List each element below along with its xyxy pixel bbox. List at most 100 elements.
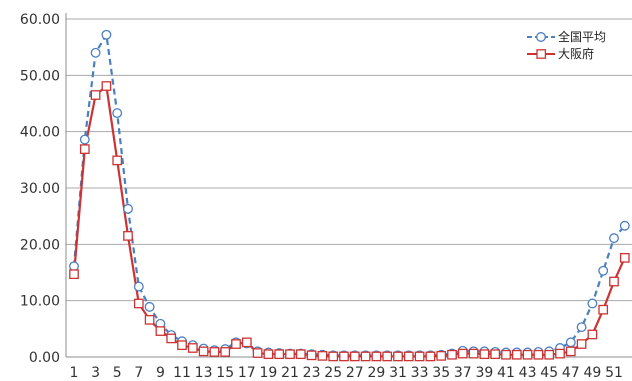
x-tick-label: 13 [195,365,213,381]
legend-label-0: 全国平均 [558,29,606,44]
series-1-point [565,346,576,357]
series-0-point [123,203,133,214]
x-tick-label: 47 [562,365,580,381]
series-line-1 [72,83,626,358]
series-0-point [133,281,144,292]
series-1-point [447,349,457,360]
y-tick-labels: 0.00 10.00 20.00 30.00 40.00 50.00 60.00 [20,12,60,366]
series-1-point [69,269,79,280]
legend-marker-0 [536,32,546,42]
series-1-point [79,144,90,154]
x-tick-label: 25 [324,365,342,381]
series-1-point [609,276,619,287]
series-1-point [501,349,511,360]
series-1-point [598,304,609,315]
series-1-point [511,349,522,360]
series-1-point [328,351,339,362]
series-1-point [360,351,371,362]
y-tick-label: 40.00 [20,125,60,141]
series-1-point [414,351,425,362]
series-0-point [598,265,609,276]
x-tick-label: 35 [432,365,450,381]
x-tick-label: 37 [454,365,472,381]
x-tick-label: 23 [303,365,321,381]
y-tick-label: 60.00 [20,12,60,28]
grid-lines [66,18,632,302]
x-tick-label: 29 [367,365,385,381]
series-1-point [112,155,123,166]
series-1-point [576,339,587,349]
x-tick-label: 11 [173,365,191,381]
x-tick-label: 49 [583,365,601,381]
series-1-point [144,314,155,325]
x-tick-label: 27 [346,365,364,381]
x-tick-label: 43 [519,365,537,381]
x-tick-label: 33 [411,365,429,381]
series-layer [69,29,630,362]
series-0-point [79,134,90,145]
x-tick-label: 41 [497,365,515,381]
series-1-point [198,346,209,357]
series-1-point [555,348,565,359]
series-1-point [317,351,328,361]
legend-marker-1 [536,49,547,59]
y-tick-label: 20.00 [20,237,60,253]
series-1-point [166,333,177,344]
x-tick-label: 21 [281,365,299,381]
series-1-point [533,349,544,360]
series-1-point [619,253,630,263]
series-1-point [133,298,144,309]
x-tick-label: 45 [540,365,558,381]
series-1-point [425,351,436,362]
series-0-point [101,29,112,40]
series-0-point [576,322,587,333]
series-1-point [393,351,403,362]
series-1-point [285,349,295,360]
series-0-point [565,337,576,348]
y-tick-label: 50.00 [20,68,60,84]
series-1-point [403,351,414,362]
x-tick-label: 7 [134,365,143,381]
series-1-point [101,81,112,91]
x-tick-label: 1 [70,365,79,381]
series-1-point [468,348,479,359]
series-1-point [123,231,133,241]
series-1-point [187,343,198,353]
series-1-point [339,351,349,362]
series-1-point [544,349,555,360]
series-1-point [274,349,285,360]
series-1-point [587,329,598,340]
series-1-point [90,90,101,100]
series-1-point [479,349,490,360]
series-1-point [490,349,501,360]
y-tick-label: 0.00 [29,350,60,366]
y-tick-label: 30.00 [20,181,60,197]
series-0-point [619,220,630,231]
series-0-point [144,301,155,312]
x-tick-label: 31 [389,365,407,381]
x-tick-label: 15 [216,365,234,381]
series-1-point [209,347,220,357]
series-1-point [220,347,231,357]
series-1-point [457,348,468,359]
legend-label-1: 大阪府 [558,46,594,61]
series-1-point [436,351,447,361]
series-0-point [609,233,619,244]
series-1-point [382,351,393,362]
series-line-0 [72,31,626,357]
x-tick-label: 39 [475,365,493,381]
series-1-point [177,340,187,351]
series-1-point [241,337,252,348]
x-tick-label: 3 [91,365,100,381]
series-1-point [263,349,274,360]
x-tick-label: 51 [605,365,623,381]
series-1-point [371,351,382,362]
x-tick-label: 19 [259,365,277,381]
series-0-point [112,108,123,119]
series-0-point [69,261,79,272]
series-1-point [252,348,263,358]
x-tick-label: 9 [156,365,165,381]
series-1-point [295,349,306,360]
